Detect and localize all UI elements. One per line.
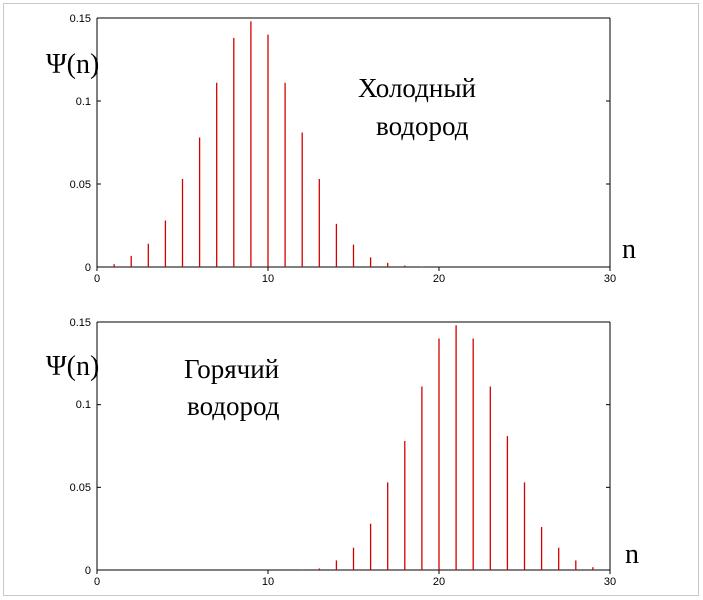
top-x-axis-label: n (622, 234, 636, 265)
bottom-x-tick-0: 0 (94, 576, 100, 588)
bottom-y-axis-label: Ψ(n) (46, 351, 99, 382)
top-y-axis-label: Ψ(n) (46, 49, 99, 80)
bottom-x-tick-3: 30 (604, 576, 616, 588)
bottom-y-tick-0: 0 (85, 565, 91, 577)
top-y-tick-3: 0.15 (70, 13, 91, 25)
top-annotation-line-2: водород (376, 111, 469, 141)
bottom-y-tick-2: 0.1 (76, 399, 91, 411)
top-x-tick-1: 10 (262, 273, 274, 285)
top-y-tick-2: 0.1 (76, 96, 91, 108)
bottom-x-axis-label: n (625, 539, 639, 570)
bottom-bars (301, 325, 611, 570)
top-x-tick-2: 20 (433, 273, 445, 285)
chart-bottom: 0 0.05 0.1 0.15 0 10 20 30 Ψ(n) n Горячи… (46, 317, 639, 588)
bottom-annotation-line-2: водород (187, 391, 280, 421)
top-bars (113, 21, 440, 267)
top-ticks (96, 17, 611, 271)
bottom-y-tick-3: 0.15 (70, 317, 91, 329)
bottom-plot-axes (96, 321, 611, 571)
bottom-ticks (96, 321, 611, 574)
bottom-annotation-line-1: Горячий (184, 354, 279, 384)
top-annotation-line-1: Холодный (358, 73, 476, 103)
top-y-tick-1: 0.05 (70, 179, 91, 191)
bottom-x-tick-1: 10 (262, 576, 274, 588)
chart-top: 0 0.05 0.1 0.15 0 10 20 30 Ψ(n) n Холодн… (46, 13, 636, 285)
bottom-y-tick-1: 0.05 (70, 482, 91, 494)
bottom-x-tick-2: 20 (433, 576, 445, 588)
top-plot-axes (96, 17, 611, 268)
figure-frame (3, 3, 699, 596)
top-x-tick-3: 30 (604, 273, 616, 285)
top-x-tick-0: 0 (94, 273, 100, 285)
top-y-tick-0: 0 (85, 262, 91, 274)
